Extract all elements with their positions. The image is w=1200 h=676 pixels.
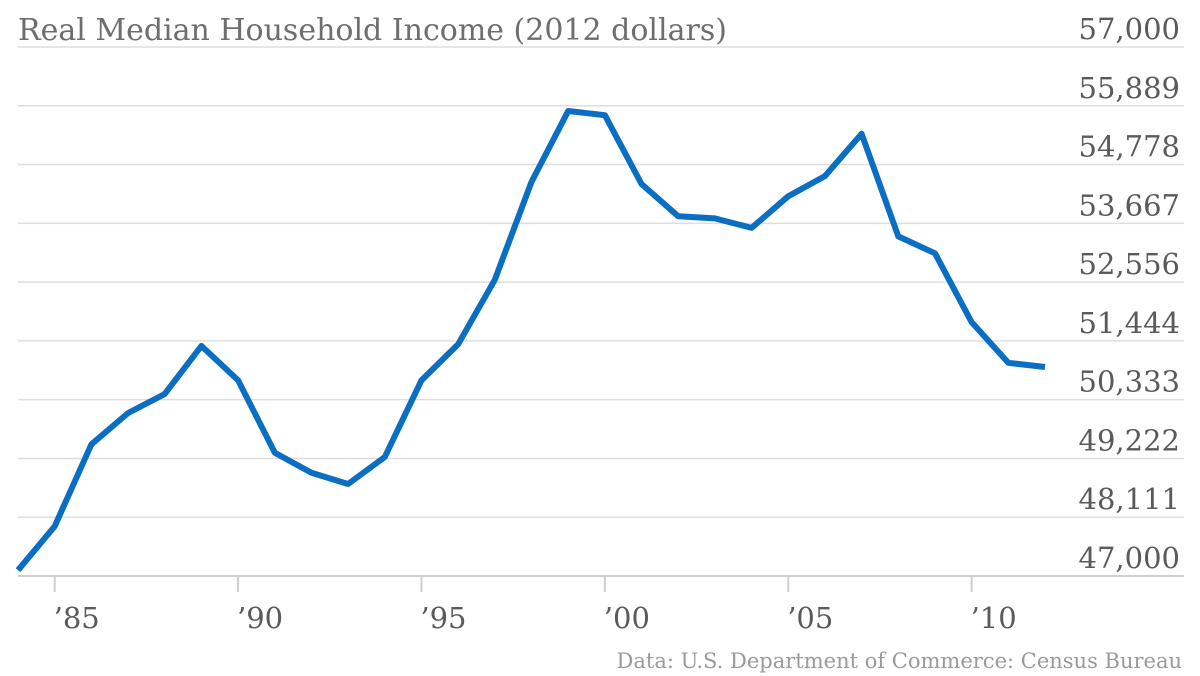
series: [15, 108, 1046, 573]
chart-title: Real Median Household Income (2012 dolla…: [18, 13, 727, 48]
y-tick-label: 57,000: [1079, 12, 1180, 46]
x-axis-ticks: ’85 ’90 ’95 ’00 ’05 ’10: [54, 576, 1017, 635]
y-tick-label: 51,444: [1079, 306, 1180, 340]
x-tick-label: ’90: [237, 601, 283, 635]
source-note: Data: U.S. Department of Commerce: Censu…: [617, 649, 1182, 673]
y-tick-label: 47,000: [1079, 541, 1180, 575]
y-tick-label: 48,111: [1079, 482, 1180, 516]
x-tick-label: ’00: [604, 601, 650, 635]
series-line: [15, 108, 1046, 573]
y-tick-label: 54,778: [1079, 130, 1180, 164]
x-tick-label: ’85: [54, 601, 100, 635]
gridlines: [18, 46, 1184, 577]
y-tick-label: 49,222: [1079, 423, 1180, 457]
y-tick-label: 52,556: [1079, 247, 1180, 281]
y-tick-label: 50,333: [1079, 365, 1180, 399]
x-tick-label: ’95: [420, 601, 466, 635]
x-tick-label: ’10: [971, 601, 1017, 635]
y-tick-label: 55,889: [1079, 71, 1180, 105]
y-tick-label: 53,667: [1079, 188, 1180, 222]
x-tick-label: ’05: [787, 601, 833, 635]
y-axis-ticks: 47,000 48,111 49,222 50,333 51,444 52,556 53,6…: [1079, 12, 1180, 575]
